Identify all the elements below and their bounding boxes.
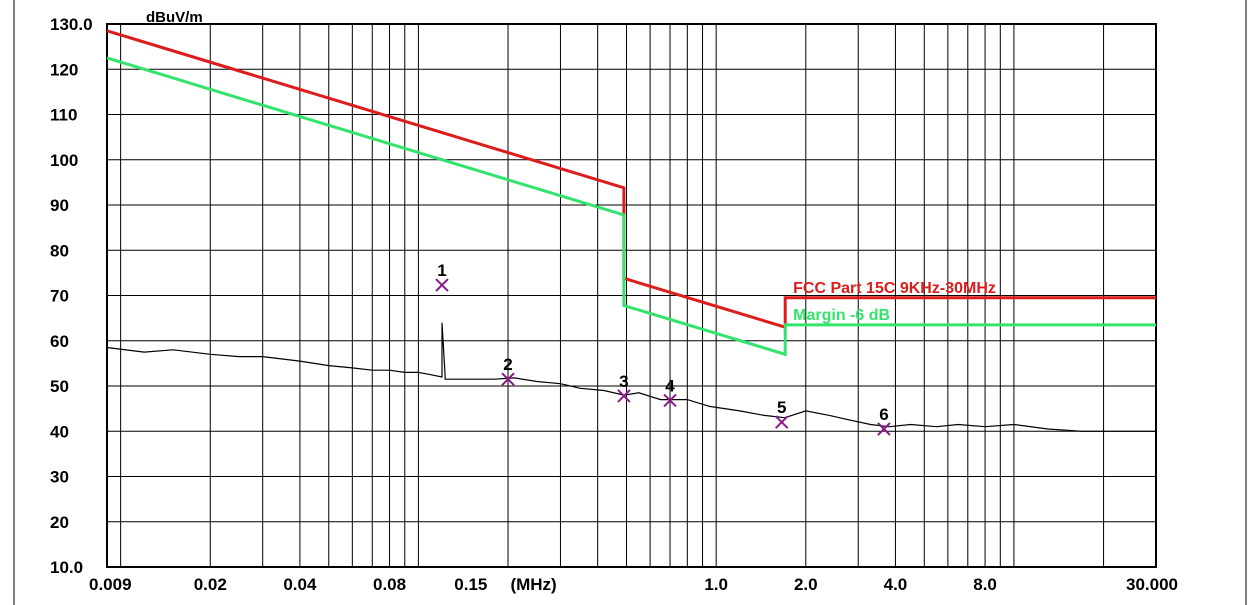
x-axis-unit: (MHz) <box>510 575 556 594</box>
y-tick-label: 30 <box>50 468 69 487</box>
y-tick-label: 20 <box>50 513 69 532</box>
marker-cross-b <box>877 422 891 436</box>
x-tick-label: 2.0 <box>794 575 818 594</box>
marker-cross-b <box>774 415 789 429</box>
series-limit-line <box>106 29 1156 330</box>
legend: FCC Part 15C 9KHz-30MHz Margin -6 dB <box>793 280 996 324</box>
marker-cross-b <box>617 389 631 403</box>
marker-cross-b <box>663 393 677 408</box>
x-tick-label: 8.0 <box>973 575 997 594</box>
marker-label: 5 <box>777 398 786 417</box>
y-tick-label: 90 <box>50 196 69 215</box>
y-tick-label: 10.0 <box>50 558 83 577</box>
y-tick-label: 120 <box>50 60 78 79</box>
marker-label: 1 <box>437 261 446 280</box>
x-tick-label: 4.0 <box>884 575 908 594</box>
y-tick-label: 110 <box>50 106 77 125</box>
marker-cross-b <box>435 278 449 292</box>
plot-area-frame <box>106 23 1157 568</box>
x-tick-label: 0.02 <box>194 575 227 594</box>
x-tick-label: 0.15 <box>454 575 487 594</box>
y-axis-ticks: 130.0 120 110 100 90 80 70 60 50 40 30 20 10.0 <box>50 15 93 577</box>
y-axis-unit: dBuV/m <box>146 9 203 26</box>
series-lines <box>106 29 1156 432</box>
grid <box>106 23 1157 568</box>
marker-label: 6 <box>879 405 888 424</box>
legend-entry: Margin -6 dB <box>793 307 890 324</box>
marker-cross-b <box>501 372 515 386</box>
peak-markers: 1 2 3 4 5 6 <box>435 261 891 436</box>
marker-label: 2 <box>503 355 512 374</box>
x-tick-label: 0.009 <box>89 575 132 594</box>
marker-label: 3 <box>619 372 628 391</box>
y-tick-label: 60 <box>50 332 69 351</box>
marker-label: 4 <box>665 376 675 395</box>
y-tick-label: 130.0 <box>50 15 93 34</box>
x-tick-label: 30.000 <box>1126 575 1178 594</box>
series-measurement-line <box>106 322 1156 432</box>
series-margin-line <box>106 56 1156 357</box>
x-tick-label: 0.04 <box>283 575 317 594</box>
x-tick-label: 1.0 <box>704 575 728 594</box>
legend-entry: FCC Part 15C 9KHz-30MHz <box>793 280 996 297</box>
x-axis-ticks: 0.009 0.02 0.04 0.08 0.15 1.0 2.0 4.0 8.0 30.000 <box>89 575 1178 594</box>
y-tick-label: 70 <box>50 287 69 306</box>
y-tick-label: 50 <box>50 377 69 396</box>
y-tick-label: 40 <box>50 422 69 441</box>
y-tick-label: 100 <box>50 151 78 170</box>
x-tick-label: 0.08 <box>373 575 406 594</box>
y-tick-label: 80 <box>50 241 69 260</box>
